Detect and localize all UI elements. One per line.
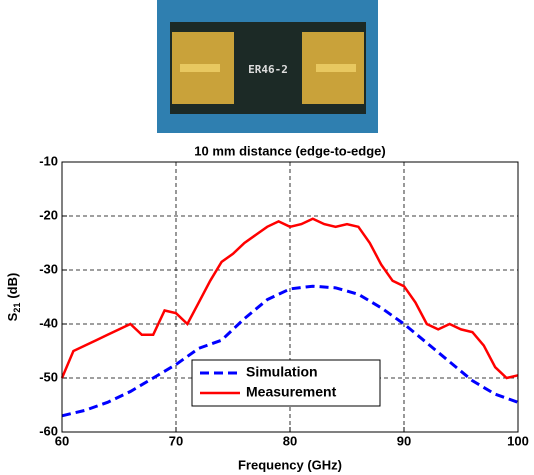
y-label-unit: (dB) (5, 273, 20, 299)
feed-left (180, 64, 220, 72)
device-photo: ER46-2 (157, 0, 378, 133)
x-tick-label: 70 (169, 433, 183, 448)
y-tick-label: -30 (39, 261, 58, 276)
x-tick-label: 90 (397, 433, 411, 448)
y-axis-label: S21 (dB) (5, 273, 22, 322)
y-tick-label: -40 (39, 315, 58, 330)
y-label-sub: 21 (12, 303, 22, 313)
legend-label: Measurement (246, 384, 337, 400)
device-label: ER46-2 (248, 63, 288, 76)
y-tick-label: -50 (39, 369, 58, 384)
y-tick-label: -20 (39, 207, 58, 222)
feed-right (316, 64, 356, 72)
legend-label: Simulation (246, 364, 318, 380)
y-tick-label: -10 (39, 153, 58, 168)
y-tick-label: -60 (39, 423, 58, 438)
plot-border (61, 161, 519, 433)
y-label-base: S (5, 312, 20, 321)
x-axis-label: Frequency (GHz) (238, 457, 342, 472)
x-tick-label: 80 (283, 433, 297, 448)
series-line (60, 217, 519, 380)
x-tick-label: 60 (55, 433, 69, 448)
series-line (61, 284, 519, 418)
legend: Simulation Measurement (191, 359, 381, 407)
x-tick-label: 100 (507, 433, 529, 448)
legend-box (191, 359, 381, 407)
chart-title: 10 mm distance (edge-to-edge) (194, 143, 385, 158)
